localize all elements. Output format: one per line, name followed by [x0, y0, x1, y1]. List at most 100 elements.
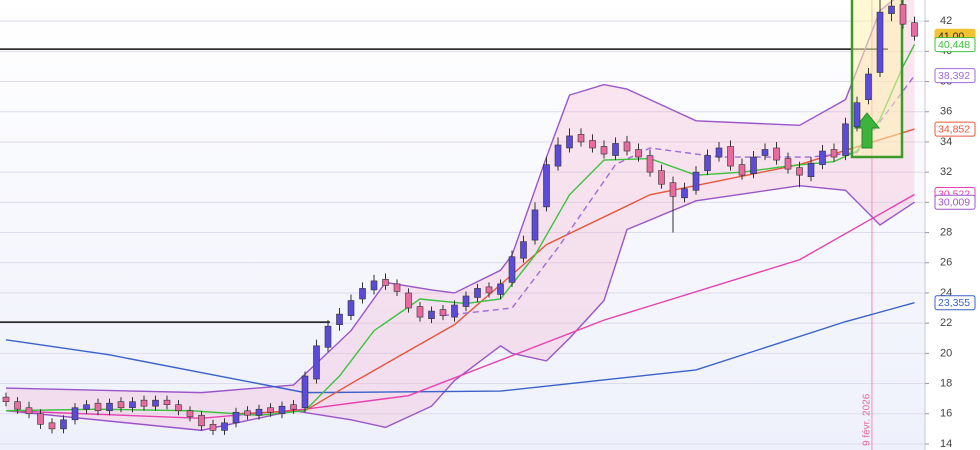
candle-body [853, 102, 861, 128]
candle-body [428, 310, 435, 319]
candle-body [566, 135, 573, 149]
band-fill [6, 0, 915, 431]
plot-background [0, 0, 925, 450]
candle-body [865, 73, 872, 100]
date-label: 9 févr. 2026 [862, 393, 873, 446]
candle-body [290, 404, 297, 410]
indicator-line [5, 302, 915, 394]
candle-body [393, 283, 401, 292]
candle-body [209, 424, 217, 431]
y-tick-label: 26 [940, 257, 952, 269]
y-tick-label: 36 [940, 106, 952, 118]
price-tag-label: 34,852 [938, 123, 970, 135]
candle-body [773, 147, 780, 161]
candle-body [71, 407, 79, 421]
candle-body [94, 402, 102, 412]
price-tag-label: 40,448 [938, 39, 970, 51]
candle-body [474, 288, 481, 298]
indicator-line [5, 0, 895, 394]
candle-body [876, 11, 884, 73]
price-tag [934, 121, 976, 137]
candle-body [842, 123, 849, 156]
indicator-line [5, 185, 915, 432]
candle-body [451, 304, 458, 318]
candle-body [106, 402, 113, 412]
candle-body [497, 283, 504, 295]
candle-body [60, 419, 67, 430]
candle-body [692, 171, 700, 191]
candle-body [738, 164, 746, 176]
y-tick-label: 22 [940, 317, 952, 329]
y-tick-label: 42 [940, 15, 952, 27]
y-tick-label: 34 [940, 136, 952, 148]
candle-body [37, 413, 44, 425]
candle-body [313, 345, 320, 380]
candle-body [301, 375, 309, 409]
price-tag-label: 30,009 [938, 196, 970, 208]
candle-body [520, 241, 527, 259]
y-tick-label: 28 [940, 226, 952, 238]
candle-body [244, 410, 251, 416]
y-tick-label: 14 [940, 438, 952, 450]
candle-body [382, 279, 389, 286]
candle-body [635, 149, 642, 158]
candle-body [727, 146, 734, 167]
candle-body [336, 313, 343, 325]
candle-body [485, 286, 493, 294]
candle-body [819, 150, 826, 165]
candle-body [14, 401, 21, 410]
candle-body [646, 155, 654, 173]
candle-body [25, 407, 33, 415]
candle-body [888, 5, 895, 14]
candle-body [669, 182, 677, 197]
price-tag [934, 37, 976, 53]
candle-body [140, 399, 148, 407]
price-tag [934, 194, 976, 210]
candle-body [117, 401, 125, 409]
candle-body [554, 144, 562, 167]
y-tick-label: 18 [940, 377, 952, 389]
candle-body [129, 401, 136, 409]
candle-body [508, 256, 516, 283]
candle-body [324, 325, 332, 348]
candle-body [221, 422, 228, 431]
candle-body [255, 408, 263, 416]
candle-body [784, 158, 792, 170]
candle-body [589, 140, 596, 149]
y-tick-label: 32 [940, 166, 952, 178]
up-arrow [853, 112, 881, 149]
candle-body [577, 134, 585, 143]
candle-body [830, 149, 838, 158]
candle-body [232, 411, 240, 424]
y-tick-label: 20 [940, 347, 952, 359]
y-tick-label: 16 [940, 408, 952, 420]
candle-body [439, 309, 447, 316]
candle-body [704, 155, 711, 171]
candle-body [152, 399, 159, 407]
candle-body [2, 396, 10, 402]
candle-body [163, 399, 171, 405]
candle-body [543, 164, 550, 208]
candle-body [267, 407, 274, 413]
candle-body [416, 306, 424, 318]
indicator-line [442, 75, 916, 317]
candle-body [198, 414, 205, 427]
price-tag-label: 38,392 [938, 70, 970, 82]
candle-body [359, 288, 366, 300]
candle-body [796, 167, 803, 176]
candle-body [531, 209, 539, 241]
candle-body [681, 188, 688, 199]
candle-body [278, 405, 286, 415]
candle-body [48, 422, 56, 430]
candle-body [347, 300, 355, 316]
candle-body [175, 404, 182, 412]
candle-body [807, 162, 815, 177]
candle-body [186, 410, 194, 418]
candle-body [83, 404, 90, 410]
price-tag [934, 68, 976, 84]
candle-body [899, 4, 907, 25]
candle-body [370, 280, 378, 291]
candle-body [658, 170, 665, 185]
price-tag-label: 23,355 [938, 297, 970, 309]
